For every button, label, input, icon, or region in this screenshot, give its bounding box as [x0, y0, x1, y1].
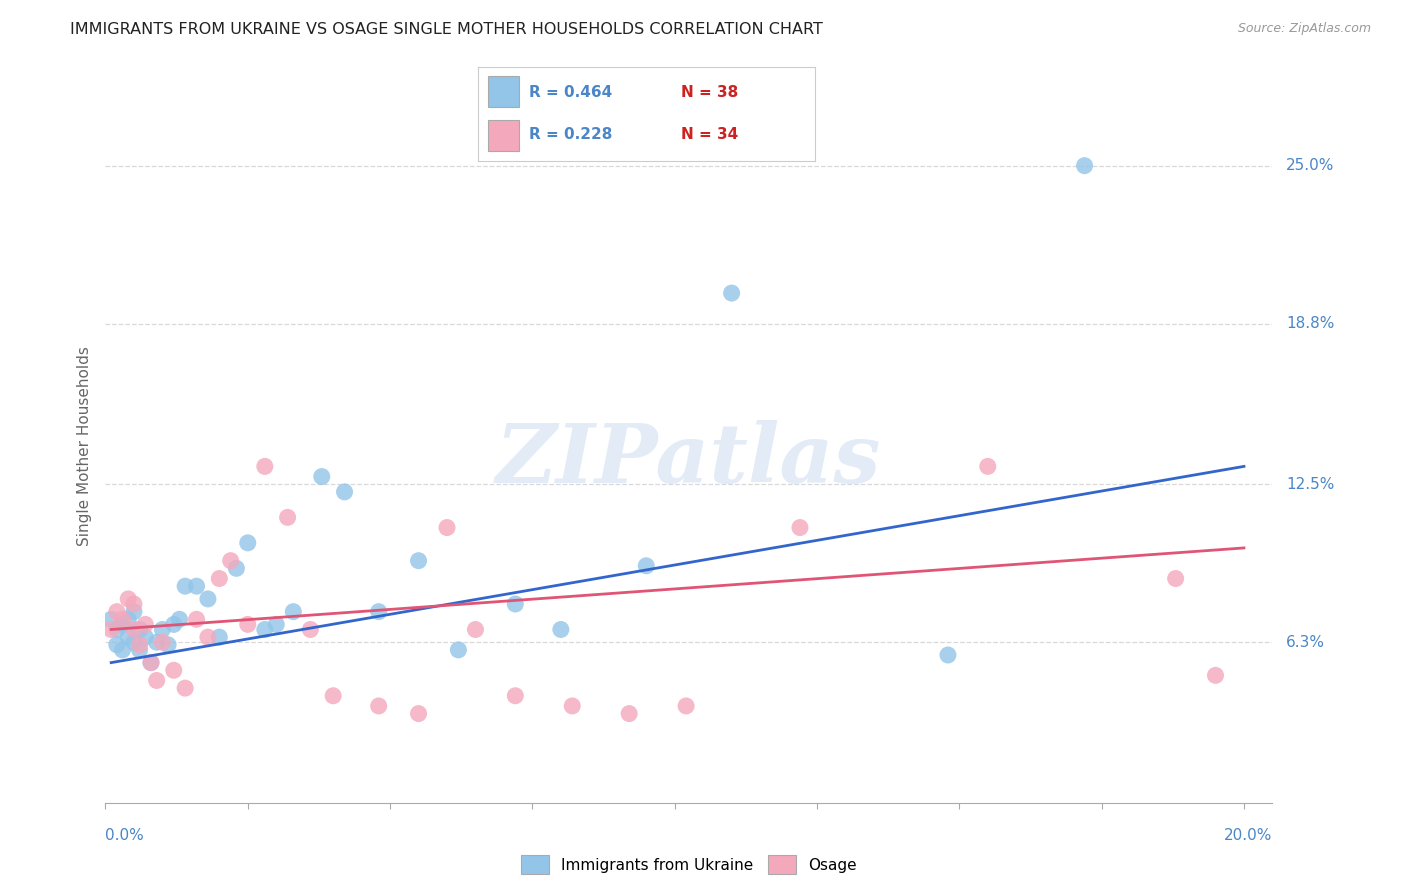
Point	[408, 554, 430, 568]
FancyBboxPatch shape	[488, 77, 519, 107]
Point	[408, 706, 430, 721]
Point	[264, 617, 287, 632]
Text: 0.0%: 0.0%	[105, 828, 145, 843]
Point	[636, 558, 658, 573]
Legend: Immigrants from Ukraine, Osage: Immigrants from Ukraine, Osage	[515, 849, 863, 880]
Text: IMMIGRANTS FROM UKRAINE VS OSAGE SINGLE MOTHER HOUSEHOLDS CORRELATION CHART: IMMIGRANTS FROM UKRAINE VS OSAGE SINGLE …	[70, 22, 823, 37]
Point	[1205, 668, 1227, 682]
Point	[122, 623, 145, 637]
Text: N = 34: N = 34	[681, 127, 738, 142]
Point	[617, 706, 640, 721]
Point	[333, 484, 356, 499]
Point	[111, 617, 134, 632]
Point	[174, 681, 197, 695]
Text: 18.8%: 18.8%	[1286, 316, 1334, 331]
Point	[464, 623, 486, 637]
Point	[105, 638, 128, 652]
Point	[253, 623, 276, 637]
Point	[720, 286, 742, 301]
Point	[169, 612, 191, 626]
Y-axis label: Single Mother Households: Single Mother Households	[76, 346, 91, 546]
Point	[436, 520, 458, 534]
Point	[122, 635, 145, 649]
Point	[150, 635, 173, 649]
Point	[145, 635, 167, 649]
Point	[505, 597, 527, 611]
Point	[236, 617, 259, 632]
Point	[128, 623, 150, 637]
Point	[111, 612, 134, 626]
Point	[139, 656, 162, 670]
Point	[134, 617, 156, 632]
Point	[447, 643, 470, 657]
Point	[219, 554, 242, 568]
Point	[157, 638, 180, 652]
Point	[236, 536, 259, 550]
Point	[117, 591, 139, 606]
Point	[186, 612, 208, 626]
Point	[186, 579, 208, 593]
Point	[100, 623, 122, 637]
Point	[105, 605, 128, 619]
Point	[111, 643, 134, 657]
Text: 6.3%: 6.3%	[1286, 635, 1326, 649]
Point	[1073, 159, 1095, 173]
Point	[197, 591, 219, 606]
Point	[117, 630, 139, 644]
Point	[139, 656, 162, 670]
Point	[253, 459, 276, 474]
Point	[311, 469, 333, 483]
Point	[197, 630, 219, 644]
Text: 25.0%: 25.0%	[1286, 158, 1334, 173]
Text: R = 0.228: R = 0.228	[529, 127, 612, 142]
Text: ZIPatlas: ZIPatlas	[496, 420, 882, 500]
Point	[505, 689, 527, 703]
Point	[150, 623, 173, 637]
Point	[283, 605, 305, 619]
Point	[367, 605, 389, 619]
Point	[174, 579, 197, 593]
Point	[225, 561, 247, 575]
Text: 12.5%: 12.5%	[1286, 476, 1334, 491]
Point	[128, 643, 150, 657]
Point	[561, 698, 583, 713]
Point	[128, 638, 150, 652]
Point	[117, 612, 139, 626]
Text: R = 0.464: R = 0.464	[529, 85, 612, 100]
FancyBboxPatch shape	[488, 120, 519, 152]
Point	[277, 510, 299, 524]
Point	[675, 698, 697, 713]
Point	[936, 648, 959, 662]
Point	[977, 459, 1000, 474]
Point	[100, 612, 122, 626]
Point	[145, 673, 167, 688]
Point	[134, 630, 156, 644]
Point	[122, 597, 145, 611]
Point	[322, 689, 344, 703]
Point	[1164, 572, 1187, 586]
Point	[105, 623, 128, 637]
Point	[550, 623, 572, 637]
Text: N = 38: N = 38	[681, 85, 738, 100]
Point	[299, 623, 322, 637]
Point	[163, 617, 186, 632]
Text: Source: ZipAtlas.com: Source: ZipAtlas.com	[1237, 22, 1371, 36]
Point	[789, 520, 811, 534]
Point	[208, 630, 231, 644]
Point	[122, 605, 145, 619]
Point	[367, 698, 389, 713]
Text: 20.0%: 20.0%	[1225, 828, 1272, 843]
Point	[163, 663, 186, 677]
Point	[208, 572, 231, 586]
